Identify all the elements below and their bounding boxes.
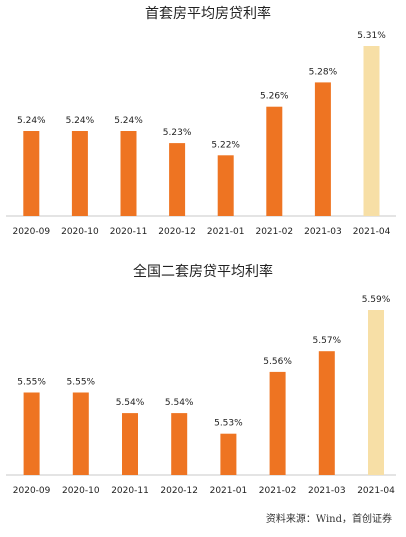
x-tick-label-2021-03: 2021-03 (308, 486, 346, 496)
bar-2021-04 (363, 46, 380, 216)
x-tick-label-2021-04: 2021-04 (357, 486, 395, 496)
x-tick-label-2021-02: 2021-02 (259, 486, 297, 496)
x-tick-label-2021-02: 2021-02 (255, 227, 293, 237)
x-tick-label-2021-03: 2021-03 (304, 227, 342, 237)
x-tick-label-2020-09: 2020-09 (13, 486, 51, 496)
bar-2020-12 (171, 413, 188, 475)
x-tick-label-2020-12: 2020-12 (160, 486, 198, 496)
value-label-2020-12: 5.23% (163, 128, 192, 138)
bar-2021-03 (318, 351, 335, 475)
value-label-2020-11: 5.54% (116, 398, 145, 408)
bar-2021-03 (314, 82, 331, 217)
bar-group (23, 310, 384, 475)
bar-group (23, 46, 380, 217)
x-tick-label-group: 2020-09 2020-10 2020-11 2020-12 2021-01 2021-… (13, 486, 395, 496)
source-note: 资料来源：Wind，首创证券 (266, 512, 392, 525)
bar-2021-02 (266, 106, 283, 216)
value-label-2021-04: 5.59% (362, 295, 391, 305)
bar-2021-01 (220, 433, 237, 475)
x-tick-label-2020-09: 2020-09 (12, 227, 50, 237)
value-label-2020-10: 5.24% (66, 116, 95, 126)
x-tick-label-2021-01: 2021-01 (207, 227, 245, 237)
value-label-2020-09: 5.24% (17, 116, 46, 126)
x-tick-label-2020-12: 2020-12 (158, 227, 196, 237)
value-label-2021-02: 5.26% (260, 92, 289, 102)
bar-2021-02 (269, 371, 286, 475)
bar-2020-09 (23, 392, 40, 475)
bar-2020-11 (120, 131, 137, 216)
value-label-group: 5.24% 5.24% 5.24% 5.23% 5.22% 5.26% 5.28% 5.31% (17, 31, 386, 150)
bar-2020-11 (122, 413, 138, 475)
value-label-2020-09: 5.55% (17, 378, 46, 388)
value-label-2021-02: 5.56% (263, 357, 292, 367)
bar-2020-09 (23, 131, 40, 216)
x-tick-label-2021-04: 2021-04 (353, 227, 391, 237)
x-tick-label-2020-10: 2020-10 (62, 486, 100, 496)
bar-2020-10 (71, 131, 88, 216)
bar-2020-12 (169, 143, 186, 216)
value-label-2021-01: 5.53% (214, 419, 243, 429)
value-label-2021-03: 5.57% (313, 336, 342, 346)
value-label-2020-11: 5.24% (114, 116, 143, 126)
x-tick-label-2020-11: 2020-11 (110, 227, 148, 237)
value-label-2020-10: 5.55% (67, 378, 96, 388)
chart-first-home-rate: 首套房平均房贷利率 5.24% 5.24% 5.24% 5.23% 5.22% 5.26%… (6, 5, 396, 237)
x-tick-label-2021-01: 2021-01 (210, 486, 248, 496)
value-label-2021-04: 5.31% (357, 31, 386, 41)
value-label-2021-01: 5.22% (211, 140, 240, 150)
chart-title: 全国二套房贷平均利率 (133, 263, 273, 280)
bar-2021-01 (217, 155, 234, 216)
chart-title: 首套房平均房贷利率 (145, 5, 271, 22)
x-tick-label-2020-10: 2020-10 (61, 227, 99, 237)
bar-2021-04 (368, 310, 384, 475)
x-tick-label-2020-11: 2020-11 (111, 486, 149, 496)
value-label-2021-03: 5.28% (309, 67, 338, 77)
chart-second-home-rate: 全国二套房贷平均利率 5.55% 5.55% 5.54% 5.54% 5.53% 5.56… (6, 263, 396, 496)
value-label-group: 5.55% 5.55% 5.54% 5.54% 5.53% 5.56% 5.57% 5.59% (17, 295, 390, 429)
bar-2020-10 (72, 392, 89, 475)
x-tick-label-group: 2020-09 2020-10 2020-11 2020-12 2021-01 2021-… (12, 227, 390, 237)
value-label-2020-12: 5.54% (165, 398, 194, 408)
